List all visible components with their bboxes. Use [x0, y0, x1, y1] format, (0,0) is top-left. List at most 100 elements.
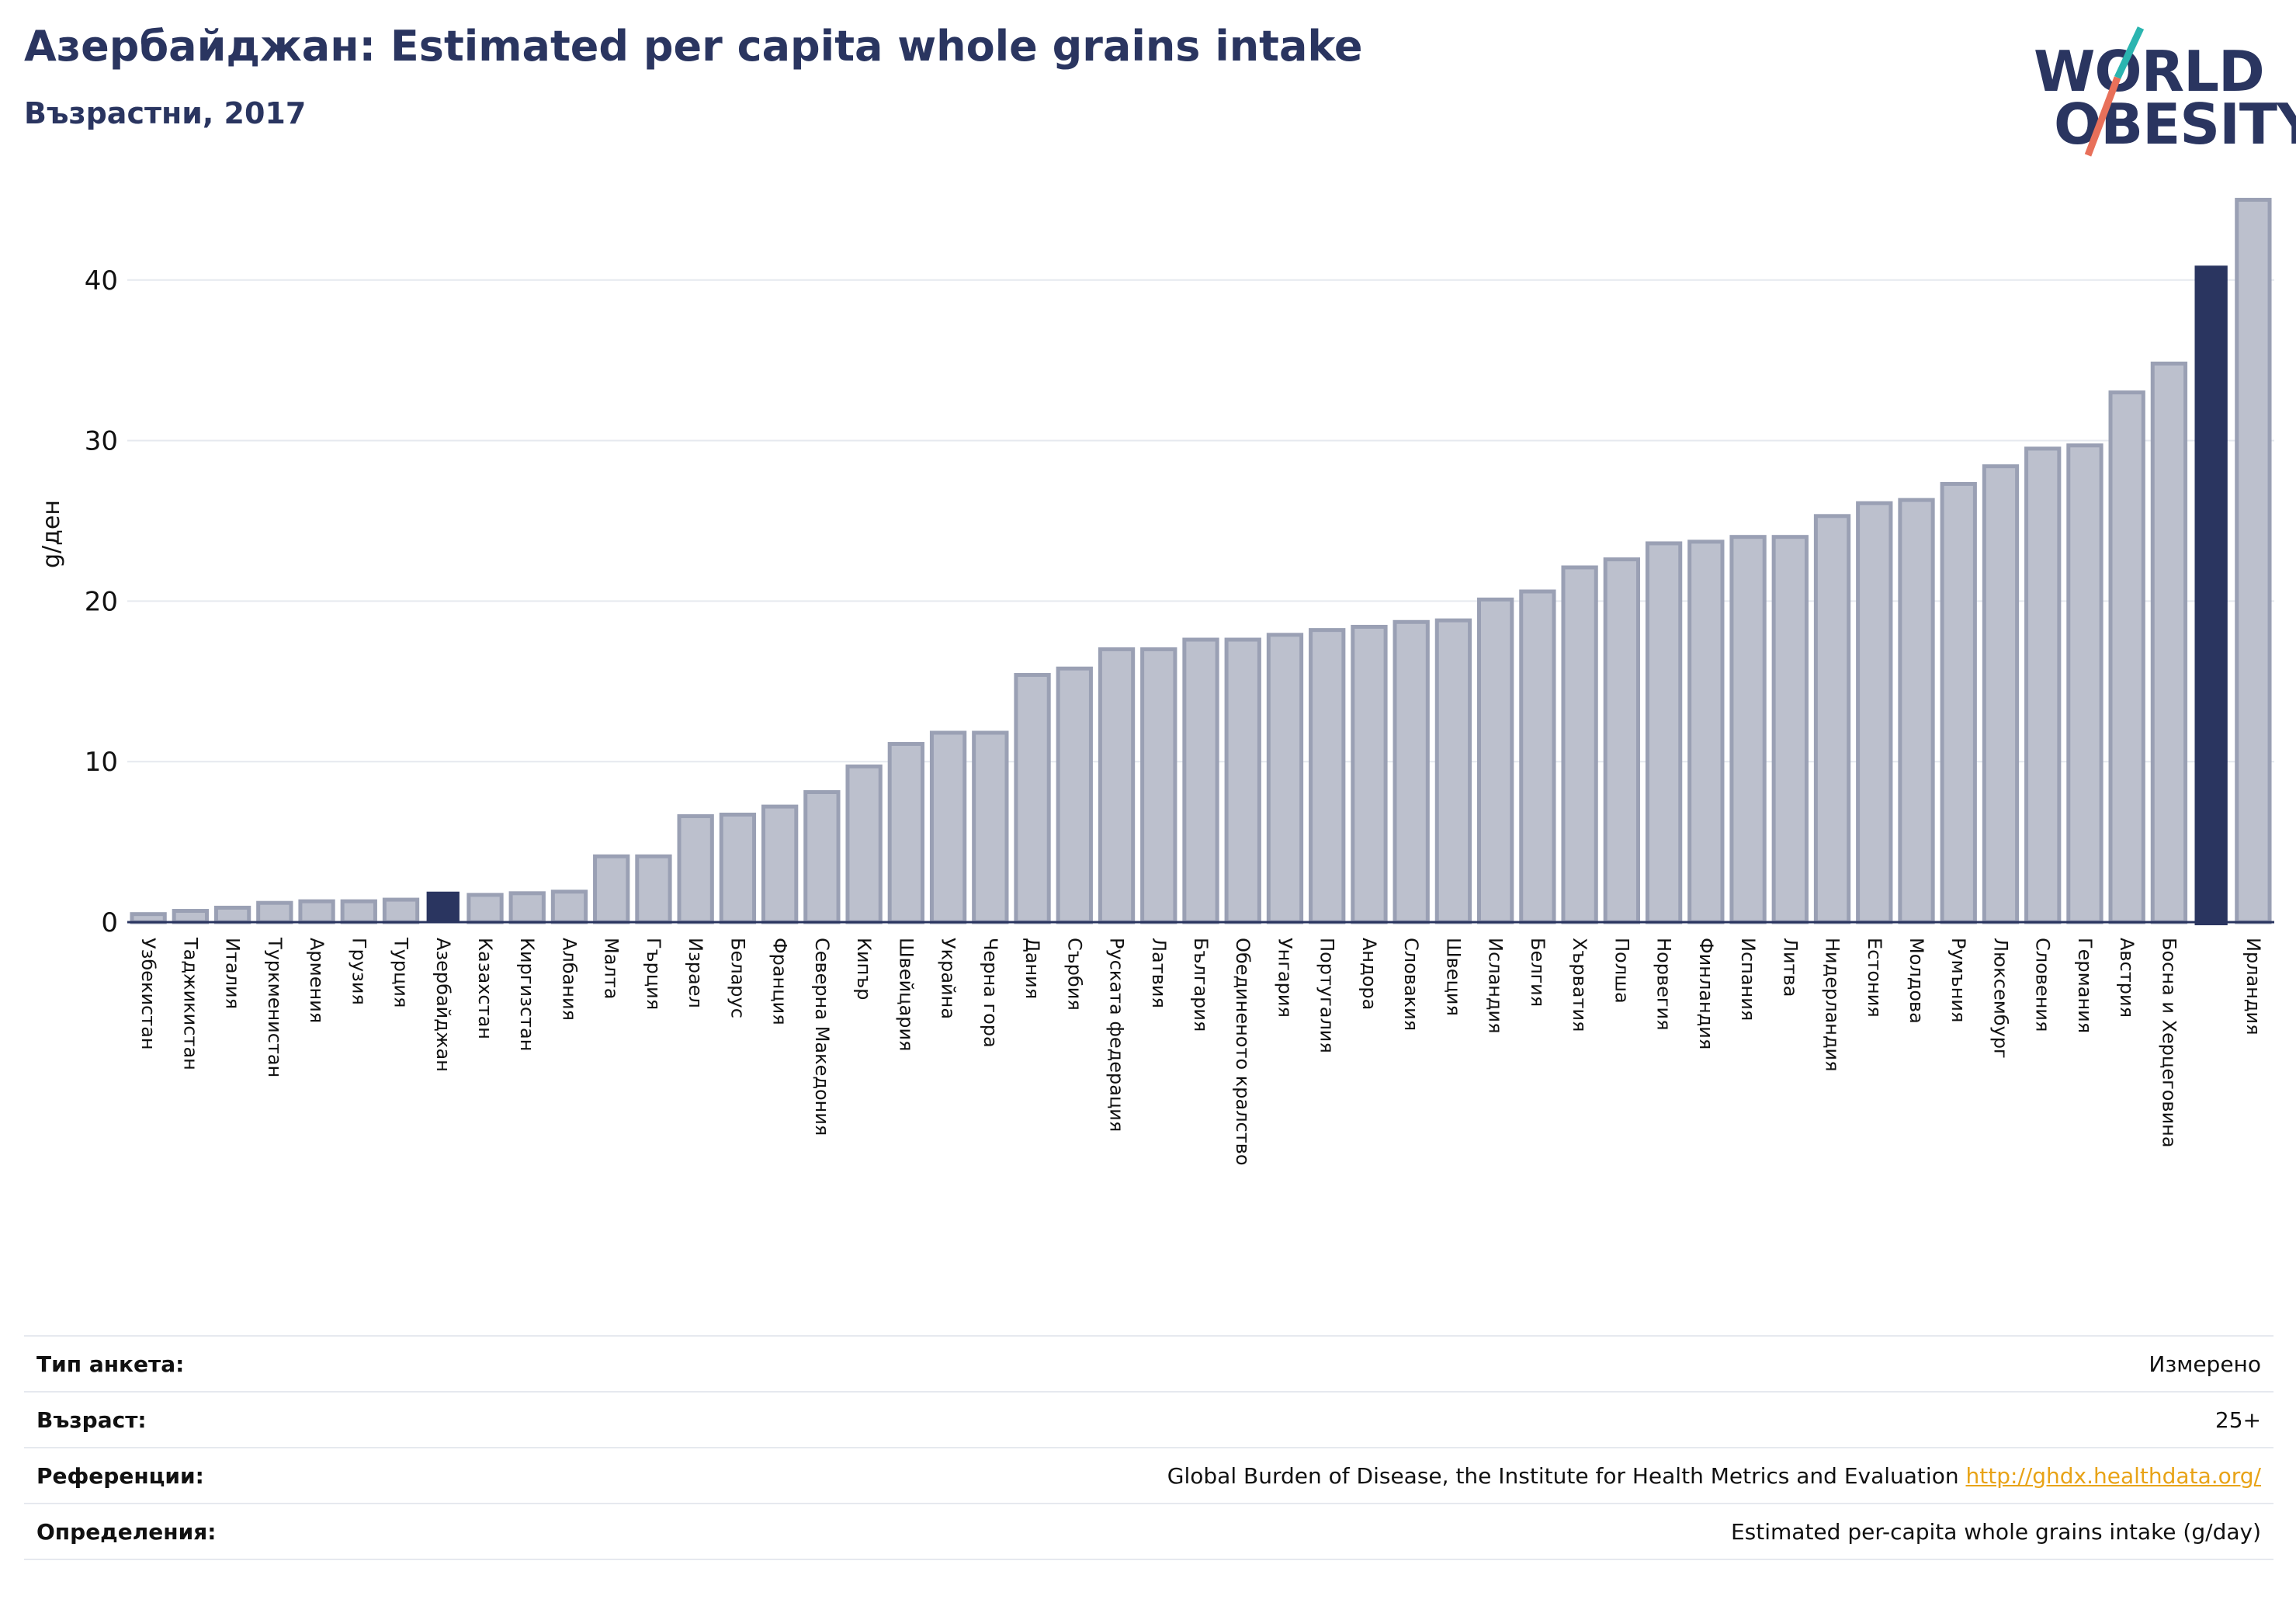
x-tick-label: Босна и Херцеговина: [2158, 938, 2180, 1148]
x-tick-label: Италия: [222, 938, 244, 1009]
reference-text: Global Burden of Disease, the Institute …: [1167, 1462, 1959, 1489]
bar: [1519, 589, 1556, 924]
bar: [1856, 501, 1893, 924]
bar: [719, 812, 757, 924]
bar: [1813, 514, 1851, 924]
bar: [1309, 628, 1346, 924]
bar: [1940, 481, 1977, 924]
x-tick-label: Словакия: [1400, 938, 1422, 1031]
bar: [1898, 498, 1935, 924]
x-tick-label: Северна Македония: [811, 938, 833, 1136]
x-tick-label: Албания: [558, 938, 580, 1021]
x-tick-label: Полша: [1611, 938, 1632, 1004]
x-tick-label: Кипър: [853, 938, 875, 1001]
x-tick-label: Таджикистан: [179, 937, 201, 1070]
x-tick-label: Финландия: [1695, 938, 1717, 1049]
x-tick-label: Черна гора: [980, 938, 1001, 1048]
x-tick-label: Израел: [685, 938, 706, 1008]
bar: [1603, 557, 1641, 924]
bar: [1771, 535, 1809, 924]
bar: [1056, 666, 1093, 924]
bar: [1645, 541, 1683, 924]
reference-link[interactable]: http://ghdx.healthdata.org/: [1965, 1462, 2261, 1489]
bar: [426, 891, 460, 922]
x-tick-label: Естония: [1864, 938, 1885, 1018]
bar: [1687, 539, 1725, 924]
x-tick-label: Германия: [2074, 938, 2096, 1033]
x-tick-label: Нидерландия: [1822, 938, 1843, 1072]
x-tick-label: Испания: [1737, 938, 1759, 1021]
info-value: 25+: [2214, 1406, 2261, 1433]
info-row-references: Референции: Global Burden of Disease, th…: [24, 1447, 2273, 1503]
x-tick-label: Казахстан: [474, 938, 496, 1039]
info-label: Тип анкета:: [36, 1351, 185, 1377]
bar: [2235, 197, 2272, 924]
y-tick-label: 10: [85, 747, 118, 778]
x-tick-label: Унгария: [1274, 938, 1295, 1018]
x-tick-label: Люксембург: [1989, 938, 2011, 1059]
x-tick-label: Норвегия: [1653, 938, 1675, 1031]
bar: [382, 897, 420, 924]
x-tick-label: Киргизстан: [516, 938, 538, 1051]
x-tick-label: Белгия: [1527, 938, 1549, 1007]
bar: [929, 730, 967, 924]
x-tick-label: Франция: [769, 938, 791, 1025]
info-table: Тип анкета: Измерено Възраст: 25+ Рефере…: [24, 1335, 2273, 1560]
info-value-references: Global Burden of Disease, the Institute …: [1167, 1463, 2273, 1489]
x-tick-label: Швейцария: [895, 938, 917, 1051]
x-tick-label: България: [1190, 938, 1212, 1032]
bar: [256, 900, 293, 924]
bar: [1140, 647, 1177, 924]
bar: [2024, 446, 2062, 924]
bar: [1098, 647, 1136, 924]
y-tick-label: 40: [85, 265, 118, 297]
bar: [2066, 443, 2104, 924]
bar: [1982, 464, 2020, 924]
info-label: Референции:: [36, 1462, 204, 1489]
x-tick-label: Руската федерация: [1106, 938, 1128, 1132]
x-tick-label: Австрия: [2116, 938, 2138, 1018]
logo-slash-icon: [2084, 26, 2145, 157]
bar: [1351, 624, 1388, 924]
x-tick-label: Дания: [1021, 938, 1043, 999]
bar: [213, 905, 251, 924]
x-tick-label: Малта: [601, 938, 623, 999]
bar: [508, 891, 546, 924]
x-tick-label: Узбекистан: [137, 938, 159, 1050]
x-tick-label: Хърватия: [1569, 938, 1590, 1032]
bar: [1393, 619, 1430, 924]
logo-word-1: WORLD: [2034, 39, 2265, 104]
chart-title: Азербайджан: Estimated per capita whole …: [24, 22, 1363, 71]
bar: [761, 804, 799, 924]
x-tick-label: Португалия: [1316, 938, 1338, 1053]
x-tick-label: Сърбия: [1063, 938, 1085, 1011]
bar: [466, 893, 504, 924]
bar: [1182, 637, 1219, 924]
bar: [1729, 535, 1767, 924]
bar: [2150, 361, 2188, 924]
y-tick-label: 20: [85, 586, 118, 617]
x-tick-label: Гърция: [643, 938, 664, 1010]
x-tick-label: Литва: [1779, 938, 1801, 997]
x-tick-label: Азербайджан: [432, 938, 454, 1072]
info-value: Измерено: [2149, 1351, 2261, 1377]
info-value: Estimated per-capita whole grains intake…: [1730, 1518, 2261, 1545]
bar: [172, 909, 210, 924]
bar: [550, 890, 588, 924]
chart-subtitle: Възрастни, 2017: [24, 96, 307, 130]
bar: [1224, 637, 1261, 924]
x-tick-label: Румъния: [1947, 938, 1969, 1022]
x-tick-label: Туркменистан: [264, 937, 286, 1077]
info-row-age: Възраст: 25+: [24, 1391, 2273, 1447]
bar: [887, 741, 925, 924]
bar: [2108, 390, 2145, 924]
x-tick-label: Исландия: [1485, 938, 1507, 1034]
info-row-definitions: Определения: Estimated per-capita whole …: [24, 1503, 2273, 1560]
x-tick-label: Грузия: [348, 938, 369, 1005]
x-tick-label: Андора: [1358, 938, 1380, 1010]
x-tick-label: Швеция: [1442, 938, 1464, 1016]
bar: [298, 899, 335, 924]
x-tick-label: Словения: [2032, 938, 2054, 1032]
info-row-survey-type: Тип анкета: Измерено: [24, 1335, 2273, 1391]
bar: [1561, 565, 1598, 924]
